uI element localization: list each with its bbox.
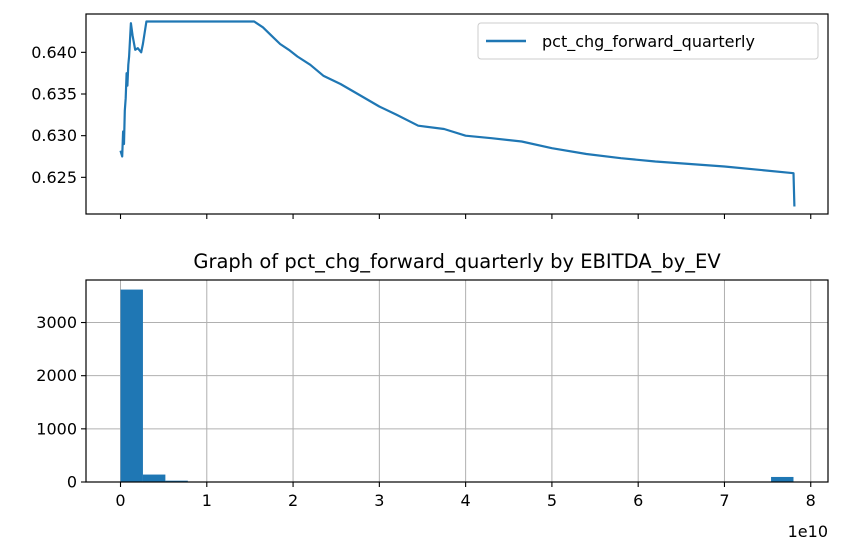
x-tick-label: 8 — [806, 491, 816, 510]
y-tick-label: 0.625 — [31, 168, 77, 187]
histogram-bar — [120, 289, 143, 482]
histogram-bar — [142, 474, 166, 482]
histogram-bar — [771, 476, 794, 482]
legend-frame — [477, 22, 819, 60]
y-tick-label: 0.635 — [31, 85, 77, 104]
y-tick-label: 2000 — [36, 366, 77, 385]
x-tick-label: 6 — [633, 491, 643, 510]
series-line-0 — [119, 20, 796, 207]
x-tick-label: 0 — [115, 491, 125, 510]
histogram-panel: Graph of pct_chg_forward_quarterly by EB… — [36, 250, 829, 541]
x-tick-label: 3 — [374, 491, 384, 510]
grid-lines — [86, 280, 828, 483]
x-tick-label: 7 — [719, 491, 729, 510]
histogram-bar — [165, 480, 188, 482]
line-chart-frame — [85, 13, 829, 215]
x-axis: 0 1 2 3 4 5 6 7 8 — [115, 482, 816, 510]
y-tick-label: 3000 — [36, 313, 77, 332]
y-axis: 0 1000 2000 3000 — [36, 313, 86, 492]
x-ticks — [119, 214, 812, 219]
legend-label: pct_chg_forward_quarterly — [542, 32, 755, 52]
line-series — [119, 20, 796, 207]
y-tick-label: 0.640 — [31, 43, 77, 62]
histogram-bars — [120, 289, 794, 482]
x-tick-label: 2 — [288, 491, 298, 510]
x-scale-multiplier: 1e10 — [788, 522, 828, 541]
y-axis: 0.625 0.630 0.635 0.640 — [31, 43, 86, 187]
y-tick-label: 0.630 — [31, 126, 77, 145]
x-tick-label: 5 — [547, 491, 557, 510]
line-chart-panel: 0.625 0.630 0.635 0.640 pct_chg_forward_qua… — [31, 13, 829, 219]
x-tick-label: 1 — [202, 491, 212, 510]
chart-title: Graph of pct_chg_forward_quarterly by EB… — [193, 250, 721, 273]
y-tick-label: 1000 — [36, 419, 77, 438]
y-tick-label: 0 — [67, 473, 77, 492]
legend: pct_chg_forward_quarterly — [477, 22, 819, 60]
histogram-frame — [85, 279, 829, 483]
x-tick-label: 4 — [461, 491, 471, 510]
